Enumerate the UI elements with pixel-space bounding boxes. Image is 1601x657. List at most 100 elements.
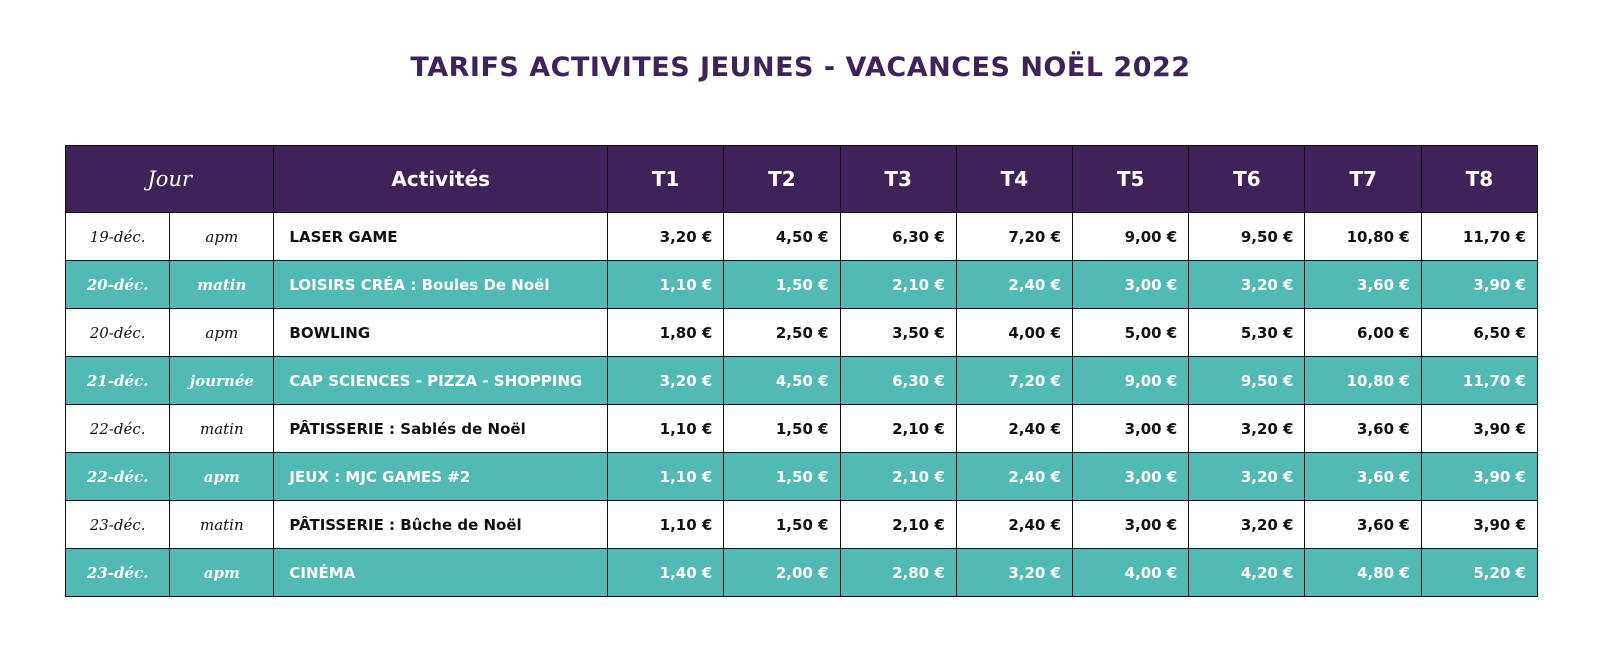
price-t1: 1,10 € bbox=[607, 260, 725, 309]
price-t5: 3,00 € bbox=[1072, 500, 1190, 549]
row-date: 22-déc. bbox=[64, 404, 171, 453]
price-t6: 9,50 € bbox=[1188, 356, 1306, 405]
table-row: 22-déc. matin PÂTISSERIE : Sablés de Noël 1… bbox=[64, 404, 1539, 453]
price-t5: 4,00 € bbox=[1072, 548, 1190, 597]
row-date: 23-déc. bbox=[64, 500, 171, 549]
row-activity: JEUX : MJC GAMES #2 bbox=[273, 452, 609, 501]
table-row: 20-déc. matin LOISIRS CRÉA : Boules De Noë… bbox=[64, 260, 1539, 309]
price-t2: 1,50 € bbox=[723, 452, 841, 501]
row-date: 19-déc. bbox=[64, 212, 171, 261]
price-t7: 10,80 € bbox=[1304, 356, 1422, 405]
price-t2: 1,50 € bbox=[723, 260, 841, 309]
price-t5: 3,00 € bbox=[1072, 404, 1190, 453]
table-row: 20-déc. apm BOWLING 1,80 €2,50 €3,50 €4,00 … bbox=[64, 308, 1539, 357]
price-t5: 9,00 € bbox=[1072, 212, 1190, 261]
price-t2: 1,50 € bbox=[723, 500, 841, 549]
price-t1: 3,20 € bbox=[607, 212, 725, 261]
price-t8: 3,90 € bbox=[1420, 452, 1539, 501]
table-row: 23-déc. apm CINÉMA 1,40 €2,00 €2,80 €3,20 €… bbox=[64, 548, 1539, 597]
header-t5: T5 bbox=[1072, 145, 1190, 213]
row-activity: PÂTISSERIE : Bûche de Noël bbox=[273, 500, 609, 549]
price-t8: 5,20 € bbox=[1420, 548, 1539, 597]
row-period: apm bbox=[169, 308, 275, 357]
price-t1: 1,80 € bbox=[607, 308, 725, 357]
price-t6: 4,20 € bbox=[1188, 548, 1306, 597]
row-period: matin bbox=[169, 404, 275, 453]
price-t3: 6,30 € bbox=[839, 212, 957, 261]
price-t4: 2,40 € bbox=[955, 452, 1074, 501]
price-t1: 1,40 € bbox=[607, 548, 725, 597]
price-t2: 2,50 € bbox=[723, 308, 841, 357]
price-t7: 3,60 € bbox=[1304, 404, 1422, 453]
price-t4: 7,20 € bbox=[955, 356, 1074, 405]
price-t7: 10,80 € bbox=[1304, 212, 1422, 261]
table-row: 21-déc. journée CAP SCIENCES - PIZZA - SHO… bbox=[64, 356, 1539, 405]
row-activity: CAP SCIENCES - PIZZA - SHOPPING bbox=[273, 356, 609, 405]
row-date: 20-déc. bbox=[64, 308, 171, 357]
row-period: apm bbox=[169, 212, 275, 261]
page-title: TARIFS ACTIVITES JEUNES - VACANCES NOËL … bbox=[410, 52, 1191, 83]
header-t1: T1 bbox=[607, 145, 725, 213]
price-t4: 2,40 € bbox=[955, 404, 1074, 453]
table-row: 23-déc. matin PÂTISSERIE : Bûche de Noël 1,… bbox=[64, 500, 1539, 549]
price-t3: 2,10 € bbox=[839, 260, 957, 309]
price-t8: 3,90 € bbox=[1420, 500, 1539, 549]
price-t2: 2,00 € bbox=[723, 548, 841, 597]
header-t4: T4 bbox=[955, 145, 1074, 213]
price-t2: 4,50 € bbox=[723, 356, 841, 405]
row-period: matin bbox=[169, 260, 275, 309]
price-t4: 2,40 € bbox=[955, 260, 1074, 309]
header-t8: T8 bbox=[1420, 145, 1539, 213]
row-activity: LOISIRS CRÉA : Boules De Noël bbox=[273, 260, 609, 309]
price-t2: 4,50 € bbox=[723, 212, 841, 261]
row-activity: BOWLING bbox=[273, 308, 609, 357]
price-t3: 2,10 € bbox=[839, 500, 957, 549]
price-t3: 6,30 € bbox=[839, 356, 957, 405]
price-t7: 4,80 € bbox=[1304, 548, 1422, 597]
price-t2: 1,50 € bbox=[723, 404, 841, 453]
price-t5: 3,00 € bbox=[1072, 452, 1190, 501]
price-t3: 2,10 € bbox=[839, 452, 957, 501]
price-t3: 3,50 € bbox=[839, 308, 957, 357]
row-date: 20-déc. bbox=[64, 260, 171, 309]
price-t6: 3,20 € bbox=[1188, 260, 1306, 309]
header-t2: T2 bbox=[723, 145, 841, 213]
price-t1: 1,10 € bbox=[607, 452, 725, 501]
row-period: apm bbox=[169, 548, 275, 597]
price-t3: 2,80 € bbox=[839, 548, 957, 597]
price-t8: 3,90 € bbox=[1420, 404, 1539, 453]
row-period: apm bbox=[169, 452, 275, 501]
header-t6: T6 bbox=[1188, 145, 1306, 213]
table-header-row: Jour Activités T1 T2 T3 T4 T5 T6 T7 T8 bbox=[64, 145, 1539, 213]
price-t6: 5,30 € bbox=[1188, 308, 1306, 357]
row-activity: CINÉMA bbox=[273, 548, 609, 597]
price-t7: 6,00 € bbox=[1304, 308, 1422, 357]
price-t8: 6,50 € bbox=[1420, 308, 1539, 357]
table-row: 19-déc. apm LASER GAME 3,20 €4,50 €6,30 €7,… bbox=[64, 212, 1539, 261]
price-t7: 3,60 € bbox=[1304, 452, 1422, 501]
price-t6: 9,50 € bbox=[1188, 212, 1306, 261]
price-t6: 3,20 € bbox=[1188, 500, 1306, 549]
price-t7: 3,60 € bbox=[1304, 260, 1422, 309]
price-t3: 2,10 € bbox=[839, 404, 957, 453]
row-period: journée bbox=[169, 356, 275, 405]
price-t1: 1,10 € bbox=[607, 500, 725, 549]
price-t4: 2,40 € bbox=[955, 500, 1074, 549]
price-t5: 9,00 € bbox=[1072, 356, 1190, 405]
row-activity: LASER GAME bbox=[273, 212, 609, 261]
price-t6: 3,20 € bbox=[1188, 404, 1306, 453]
price-t4: 4,00 € bbox=[955, 308, 1074, 357]
price-t5: 3,00 € bbox=[1072, 260, 1190, 309]
price-t7: 3,60 € bbox=[1304, 500, 1422, 549]
header-t7: T7 bbox=[1304, 145, 1422, 213]
table-row: 22-déc. apm JEUX : MJC GAMES #2 1,10 €1,50 … bbox=[64, 452, 1539, 501]
row-activity: PÂTISSERIE : Sablés de Noël bbox=[273, 404, 609, 453]
tarifs-table: Jour Activités T1 T2 T3 T4 T5 T6 T7 T8 1… bbox=[64, 145, 1539, 597]
row-date: 21-déc. bbox=[64, 356, 171, 405]
price-t5: 5,00 € bbox=[1072, 308, 1190, 357]
price-t6: 3,20 € bbox=[1188, 452, 1306, 501]
price-t4: 7,20 € bbox=[955, 212, 1074, 261]
header-t3: T3 bbox=[839, 145, 957, 213]
price-t8: 3,90 € bbox=[1420, 260, 1539, 309]
row-date: 23-déc. bbox=[64, 548, 171, 597]
